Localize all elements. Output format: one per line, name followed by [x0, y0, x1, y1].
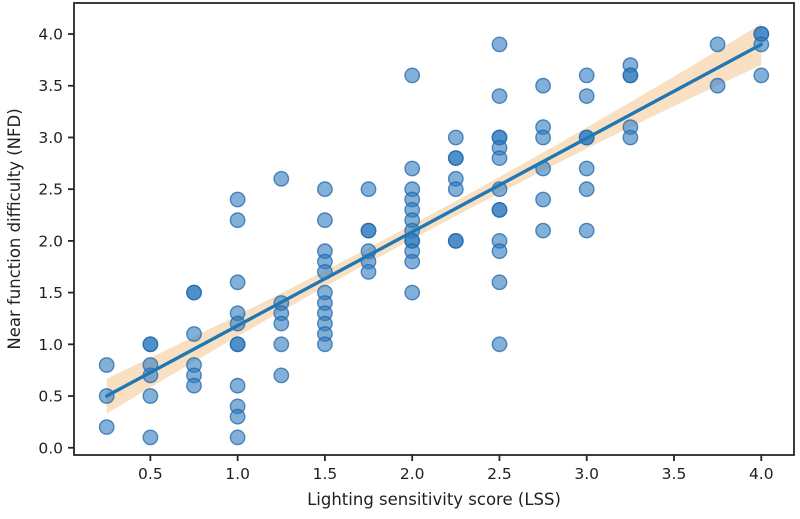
regression-line — [104, 42, 763, 398]
data-point — [578, 222, 595, 239]
x-tick-label: 1.0 — [225, 465, 250, 483]
data-point — [142, 388, 159, 404]
data-point — [273, 367, 290, 384]
data-point — [622, 129, 639, 146]
data-point — [98, 357, 115, 373]
data-point — [142, 336, 159, 353]
data-point — [491, 36, 508, 53]
data-point — [535, 129, 551, 146]
data-point — [229, 377, 246, 394]
y-tick-label: 4.0 — [38, 26, 63, 44]
data-point — [535, 191, 551, 208]
y-tick-label: 0.0 — [38, 439, 63, 457]
data-point — [229, 336, 246, 353]
data-point — [535, 77, 551, 94]
data-point — [491, 336, 508, 353]
y-axis-label: Near function difficulty (NFD) — [5, 108, 24, 349]
data-point — [229, 408, 246, 425]
y-tick-label: 0.5 — [38, 388, 63, 406]
axis-spine — [73, 2, 795, 456]
data-point — [404, 284, 421, 301]
data-point — [229, 212, 246, 229]
y-tick-label: 3.5 — [38, 77, 63, 95]
data-point — [622, 67, 639, 84]
data-point — [316, 336, 333, 353]
data-point — [535, 222, 551, 239]
data-point — [491, 274, 508, 291]
data-point — [578, 181, 595, 198]
data-point — [709, 36, 726, 53]
regression-line-group — [104, 42, 763, 398]
data-point — [447, 181, 464, 198]
data-point — [360, 222, 377, 239]
data-point — [186, 284, 202, 301]
data-point — [578, 67, 595, 84]
data-point — [229, 429, 246, 446]
data-point — [98, 419, 115, 435]
data-point — [404, 67, 421, 84]
data-point — [273, 315, 290, 332]
tick-labels-group: 0.5 1.0 1.5 2.0 2.5 3.0 3.5 4.0 0.0 0.5 1.0 1.5 2.0 2… — [38, 26, 773, 483]
data-point — [753, 67, 770, 84]
y-tick-label: 1.5 — [38, 284, 63, 302]
data-point — [186, 377, 202, 394]
data-point — [316, 181, 333, 198]
data-point — [404, 160, 421, 177]
data-point — [316, 212, 333, 229]
x-axis-label: Lighting sensitivity score (LSS) — [307, 490, 561, 509]
x-tick-label: 0.5 — [138, 465, 163, 483]
axes-group — [73, 2, 795, 456]
y-tick-label: 3.0 — [38, 129, 63, 147]
x-tick-label: 3.5 — [662, 465, 687, 483]
data-point — [404, 253, 421, 270]
data-point — [447, 129, 464, 146]
data-point — [229, 191, 246, 208]
data-point — [447, 150, 464, 167]
data-point — [229, 274, 246, 291]
data-point — [360, 181, 377, 198]
data-point — [709, 77, 726, 94]
data-point — [578, 88, 595, 105]
y-tick-label: 2.5 — [38, 181, 63, 199]
data-point — [142, 429, 159, 446]
x-tick-label: 2.0 — [400, 465, 425, 483]
x-tick-label: 3.0 — [574, 465, 599, 483]
data-point — [186, 326, 202, 342]
data-point — [578, 160, 595, 177]
data-point — [273, 336, 290, 353]
y-tick-label: 1.0 — [38, 336, 63, 354]
data-point — [491, 243, 508, 260]
data-point — [491, 88, 508, 105]
y-tick-label: 2.0 — [38, 232, 63, 250]
tick-marks-group — [68, 33, 763, 461]
x-tick-label: 2.5 — [487, 465, 512, 483]
data-point — [491, 150, 508, 167]
data-point — [491, 201, 508, 218]
x-tick-label: 1.5 — [313, 465, 338, 483]
x-tick-label: 4.0 — [749, 465, 774, 483]
data-point — [360, 263, 377, 280]
data-point — [447, 232, 464, 249]
data-point — [273, 170, 290, 187]
